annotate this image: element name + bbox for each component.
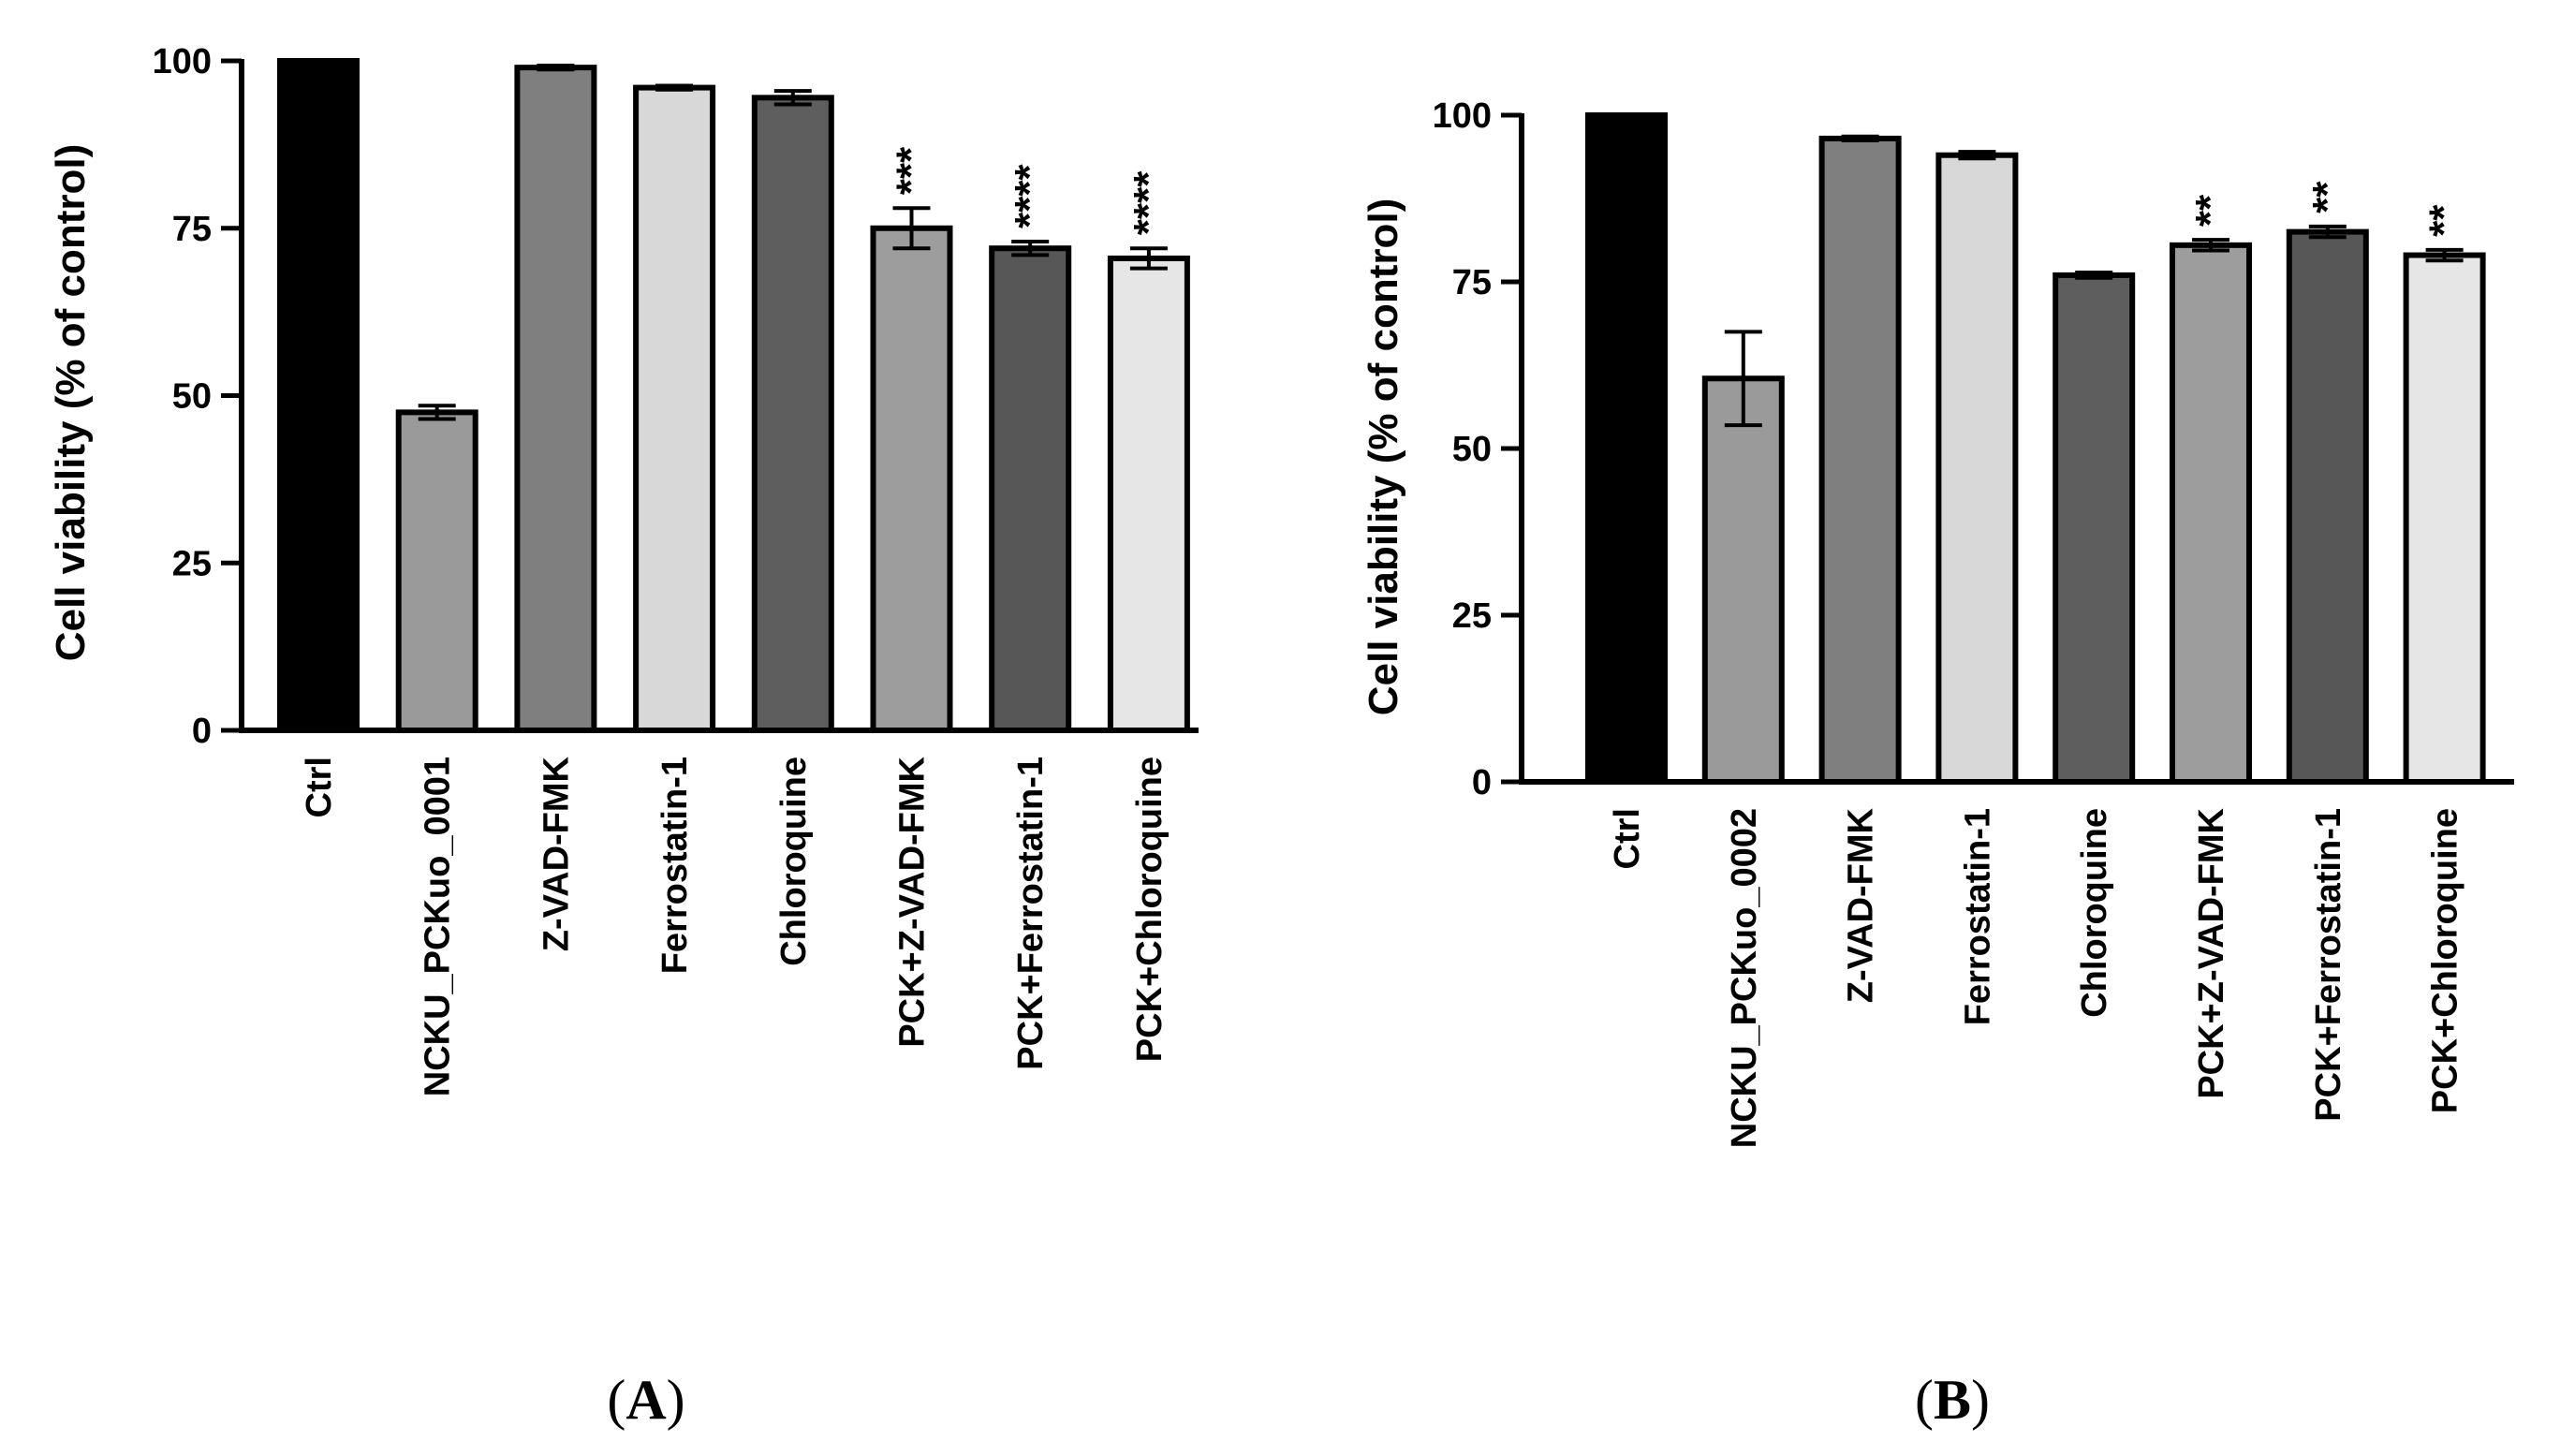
x-tick-label: PCK+Ferrostatin-1 bbox=[2309, 808, 2348, 1122]
x-tick-label: PCK+Chloroquine bbox=[2426, 808, 2465, 1113]
x-tick-label: Ferrostatin-1 bbox=[655, 757, 695, 974]
x-tick-label: Chloroquine bbox=[2075, 808, 2114, 1018]
y-axis-title-b: Cell viability (% of control) bbox=[1361, 199, 1406, 716]
bar-ncku-pckuo-0002 bbox=[1701, 375, 1785, 785]
x-tick-label: PCK+Z-VAD-FMK bbox=[2192, 807, 2231, 1098]
bar-z-vad-fmk bbox=[514, 65, 597, 733]
panel-label-b: (B) bbox=[1915, 1369, 1990, 1431]
y-tick-label: 50 bbox=[1452, 430, 1492, 469]
bar-chloroquine bbox=[751, 95, 834, 733]
chart-panel-b: Cell viability (% of control) ** ** ** 0 25… bbox=[1361, 96, 2514, 1431]
significance-marker: **** bbox=[1007, 164, 1052, 228]
x-tick-label: Ferrostatin-1 bbox=[1958, 808, 1997, 1025]
x-tick-label: PCK+Chloroquine bbox=[1130, 757, 1170, 1062]
x-tick-label: Ctrl bbox=[300, 757, 339, 817]
bar-pck-chloroquine bbox=[2403, 252, 2486, 785]
bar-pck-chloroquine bbox=[1107, 255, 1190, 733]
y-tick-label: 75 bbox=[1452, 263, 1492, 302]
bar-ctrl bbox=[1585, 112, 1668, 785]
y-tick-label: 75 bbox=[172, 210, 212, 249]
panel-label-a: (A) bbox=[607, 1369, 684, 1431]
significance-marker: ** bbox=[2304, 181, 2350, 213]
bar-ctrl bbox=[277, 58, 360, 733]
y-tick-label: 50 bbox=[172, 377, 212, 417]
bars-b: ** ** ** bbox=[1585, 112, 2486, 786]
y-tick-label: 0 bbox=[192, 712, 212, 751]
y-tick-label: 25 bbox=[1452, 596, 1492, 636]
bar-ferrostatin-1 bbox=[1935, 152, 2019, 786]
x-tick-label: Chloroquine bbox=[774, 757, 814, 966]
bar-pck-z-vad-fmk bbox=[870, 225, 953, 733]
x-tick-label: PCK+Ferrostatin-1 bbox=[1011, 757, 1051, 1070]
significance-marker: ** bbox=[2421, 204, 2467, 237]
significance-marker: ** bbox=[2187, 194, 2233, 227]
bar-pck-ferrostatin-1 bbox=[989, 245, 1072, 733]
axes-a: 0 25 50 75 100 Ctrl NCKU_PCKuo_0001 Z-VAD-FMK Fe… bbox=[153, 42, 1199, 1096]
axes-b: 0 25 50 75 100 Ctrl NCKU_PCKuo_0002 Z-VAD-FMK Fe… bbox=[1433, 96, 2514, 1148]
bar-pck-z-vad-fmk bbox=[2170, 242, 2252, 785]
bar-chloroquine bbox=[2053, 272, 2136, 785]
chart-panel-a: Cell viability (% of control) *** **** ***… bbox=[48, 42, 1199, 1431]
bar-ncku-pckuo-0001 bbox=[395, 409, 478, 733]
x-tick-label: Z-VAD-FMK bbox=[537, 756, 576, 951]
y-tick-label: 25 bbox=[172, 544, 212, 583]
bar-z-vad-fmk bbox=[1818, 135, 1902, 786]
x-tick-label: PCK+Z-VAD-FMK bbox=[893, 756, 933, 1047]
y-tick-label: 100 bbox=[1433, 96, 1492, 136]
y-tick-label: 100 bbox=[153, 42, 212, 81]
x-tick-label: NCKU_PCKuo_0002 bbox=[1725, 808, 1764, 1148]
panel-letter-a: A bbox=[625, 1369, 666, 1431]
significance-marker: **** bbox=[1126, 170, 1171, 235]
y-tick-label: 0 bbox=[1472, 763, 1492, 802]
x-tick-label: Ctrl bbox=[1608, 808, 1647, 869]
significance-marker: *** bbox=[889, 146, 934, 195]
bar-ferrostatin-1 bbox=[633, 84, 716, 734]
x-tick-label: Z-VAD-FMK bbox=[1842, 807, 1881, 1003]
bars-a: *** **** **** bbox=[277, 58, 1190, 734]
y-axis-title-a: Cell viability (% of control) bbox=[48, 144, 94, 662]
bar-pck-ferrostatin-1 bbox=[2286, 228, 2369, 786]
panel-letter-b: B bbox=[1934, 1369, 1971, 1431]
x-tick-label: NCKU_PCKuo_0001 bbox=[419, 757, 458, 1096]
